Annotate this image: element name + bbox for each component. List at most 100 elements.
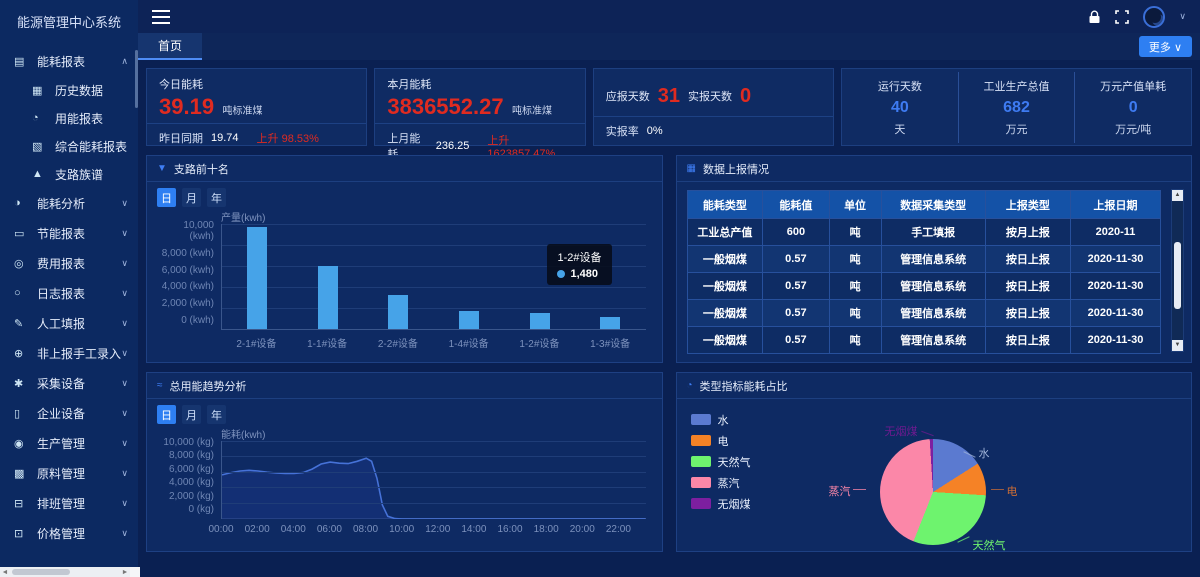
kpi-today-compare-label: 昨日同期 — [159, 133, 203, 145]
sidebar-item-production-mgmt[interactable]: ◉ 生产管理 ∨ — [0, 428, 138, 458]
y-tick-label: 6,000 (kg) — [168, 463, 214, 475]
sidebar-vertical-scrollbar[interactable] — [135, 50, 138, 108]
bar-1-4#设备[interactable] — [459, 311, 480, 329]
bar-y-ticks: 10,000 (kwh) 8,000 (kwh) 6,000 (kwh) 4,000 … — [157, 220, 221, 330]
chevron-down-icon: ∨ — [121, 497, 128, 508]
panel-table-title: 数据上报情况 — [702, 163, 769, 176]
panel-pie-title: 类型指标能耗占比 — [699, 380, 788, 393]
bar-1-1#设备[interactable] — [317, 266, 338, 329]
filter-button-月[interactable]: 月 — [182, 405, 201, 424]
kpi-today-trend: 上升 98.53% — [256, 133, 319, 145]
x-tick-label: 10:00 — [389, 524, 415, 535]
legend-item-天然气[interactable]: 天然气 — [690, 451, 751, 472]
chevron-down-icon: ∨ — [121, 227, 128, 238]
price-mgmt-icon: ⊡ — [14, 527, 24, 540]
x-tick-label: 14:00 — [461, 524, 487, 535]
x-tick-label: 04:00 — [280, 524, 306, 535]
sidebar-item-cost-report[interactable]: ◎ 费用报表 ∨ — [0, 248, 138, 278]
bar-1-3#设备[interactable] — [600, 317, 621, 329]
legend-item-水[interactable]: 水 — [690, 409, 751, 430]
sidebar-item-energy-report[interactable]: ▤ 能耗报表 ∧ — [0, 46, 138, 76]
bar-2-1#设备[interactable] — [247, 227, 268, 329]
legend-item-无烟煤[interactable]: 无烟煤 — [690, 493, 751, 514]
table-row: 一般烟煤 0.57 吨管理信息系统 按日上报 2020-11-30 — [686, 272, 1162, 300]
sidebar-item-price-mgmt[interactable]: ⊡ 价格管理 ∨ — [0, 518, 138, 548]
scroll-down-icon[interactable]: ▼ — [1172, 340, 1183, 351]
tab-home[interactable]: 首页 — [138, 33, 203, 60]
kpi-due-label: 应报天数 — [605, 91, 650, 103]
sidebar-item-material-mgmt[interactable]: ▩ 原料管理 ∨ — [0, 458, 138, 488]
table-cell: 手工填报 — [880, 218, 986, 246]
kpi-actual-label: 实报天数 — [687, 91, 732, 103]
sidebar-item-log-report[interactable]: ○ 日志报表 ∨ — [0, 278, 138, 308]
sidebar-subitem-comprehensive-report[interactable]: ▧ 综合能耗报表 — [0, 132, 138, 160]
x-tick-label: 2-1#设备 — [236, 339, 277, 350]
sidebar-item-manual-entry[interactable]: ⊕ 非上报手工录入 ∨ — [0, 338, 138, 368]
chevron-up-icon: ∧ — [121, 55, 128, 66]
pie-label-steam: 蒸汽 — [829, 483, 866, 499]
sidebar-item-energy-analysis[interactable]: ◑ 能耗分析 ∨ — [0, 188, 138, 218]
user-avatar[interactable] — [1143, 5, 1166, 28]
scroll-up-icon[interactable]: ▲ — [1172, 190, 1183, 201]
sidebar-item-manual-fill[interactable]: ✎ 人工填报 ∨ — [0, 308, 138, 338]
sidebar-item-label: 人工填报 — [37, 316, 86, 331]
sidebar-subitem-history-data[interactable]: ▦ 历史数据 — [0, 76, 138, 104]
filter-button-年[interactable]: 年 — [207, 188, 226, 207]
scrollbar-thumb[interactable] — [12, 569, 70, 575]
table-cell: 按月上报 — [984, 218, 1071, 246]
sidebar-item-label: 原料管理 — [37, 466, 86, 481]
filter-button-日[interactable]: 日 — [157, 188, 176, 207]
table-cell: 600 — [762, 218, 830, 246]
table-scrollbar[interactable]: ▲ ▼ — [1171, 189, 1184, 352]
y-tick-label: 10,000 (kg) — [163, 437, 214, 448]
column-header: 上报类型 — [984, 190, 1071, 219]
sidebar-item-collect-device[interactable]: ✱ 采集设备 ∨ — [0, 368, 138, 398]
sidebar-item-enterprise-device[interactable]: ▯ 企业设备 ∨ — [0, 398, 138, 428]
production-mgmt-icon: ◉ — [14, 437, 24, 450]
collect-device-icon: ✱ — [14, 377, 24, 390]
table-scrollbar-thumb[interactable] — [1174, 241, 1181, 310]
sidebar-item-saving-report[interactable]: ▭ 节能报表 ∨ — [0, 218, 138, 248]
bar-2-2#设备[interactable] — [388, 295, 409, 329]
sidebar-subitem-branch-tree[interactable]: ▲ 支路族谱 — [0, 160, 138, 188]
scroll-left-icon[interactable]: ◄ — [1, 568, 9, 576]
more-button[interactable]: 更多 ∨ — [1138, 36, 1192, 57]
usage-report-icon: ◔ — [32, 112, 39, 124]
kpi-today-compare-value: 19.74 — [211, 132, 239, 144]
filter-button-月[interactable]: 月 — [182, 188, 201, 207]
sidebar-item-label: 费用报表 — [37, 256, 86, 271]
hamburger-menu-icon[interactable] — [152, 9, 170, 24]
bar-1-2#设备[interactable] — [529, 313, 550, 329]
lock-icon[interactable] — [1088, 10, 1101, 24]
fullscreen-icon[interactable] — [1115, 9, 1130, 24]
chevron-down-icon: ∨ — [121, 407, 128, 418]
legend-item-电[interactable]: 电 — [690, 430, 751, 451]
cost-report-icon: ◎ — [14, 257, 24, 270]
kpi-rate-label: 实报率 — [605, 126, 639, 138]
column-header: 上报日期 — [1069, 190, 1162, 219]
sidebar-horizontal-scrollbar[interactable]: ◄ ► — [0, 567, 130, 577]
pie-label-anthracite: 无烟煤 — [885, 423, 934, 439]
x-tick-label: 1-3#设备 — [590, 339, 631, 350]
table-cell: 吨 — [828, 326, 882, 354]
legend-item-蒸汽[interactable]: 蒸汽 — [690, 472, 751, 493]
bar-filters: 日月年 — [147, 182, 662, 209]
pie-circle[interactable] — [879, 439, 986, 545]
filter-button-年[interactable]: 年 — [207, 405, 226, 424]
pie-label-electricity: 电 — [990, 483, 1018, 499]
kpi-rate-value: 0% — [646, 125, 663, 137]
filter-button-日[interactable]: 日 — [157, 405, 176, 424]
user-menu-chevron-down-icon[interactable]: ∨ — [1179, 11, 1186, 21]
sidebar-item-shift-mgmt[interactable]: ⊟ 排班管理 ∨ — [0, 488, 138, 518]
table-cell: 吨 — [828, 272, 882, 300]
stat-unit: 万元 — [1005, 123, 1028, 136]
x-tick-label: 02:00 — [244, 524, 270, 535]
x-tick-label: 2-2#设备 — [377, 339, 418, 350]
table-row: 工业总产值 600 吨手工填报 按月上报 2020-11 — [686, 218, 1162, 246]
stat-label: 工业生产总值 — [983, 80, 1050, 93]
kpi-due-value: 31 — [657, 85, 680, 107]
legend-label: 水 — [717, 414, 729, 427]
kpi-actual-value: 0 — [739, 85, 752, 107]
scroll-right-icon[interactable]: ► — [121, 568, 129, 576]
sidebar-subitem-usage-report[interactable]: ◔ 用能报表 — [0, 104, 138, 132]
